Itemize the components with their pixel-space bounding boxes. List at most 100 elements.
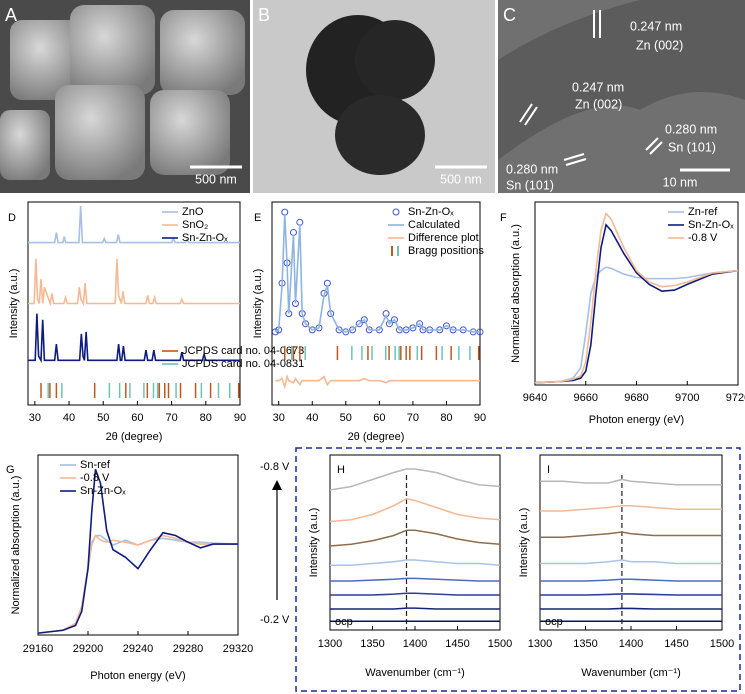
panel-label: H (337, 464, 345, 476)
panel-label: C (503, 5, 516, 25)
x-tick-label: 1450 (664, 638, 688, 650)
y-axis-label: Normalized absorption (a.u.) (510, 224, 522, 363)
data-point (335, 326, 343, 334)
data-point (409, 324, 417, 332)
x-axis-label: Photon energy (eV) (90, 670, 185, 682)
x-tick-label: 9680 (624, 392, 648, 404)
x-tick-label: 90 (474, 412, 486, 424)
x-tick-label: 29240 (123, 643, 154, 655)
x-tick-label: 90 (234, 412, 246, 424)
series-line (275, 373, 480, 390)
x-tick-label: 80 (200, 412, 212, 424)
micrograph-a: A 500 nm (0, 0, 250, 193)
y-axis-label: Normalized absorption (a.u.) (10, 476, 22, 615)
legend-label: Calculated (408, 219, 460, 231)
data-point (442, 322, 450, 330)
x-tick-label: 40 (63, 412, 75, 424)
series-line (329, 529, 501, 547)
x-tick-label: 1350 (573, 638, 597, 650)
legend-label: JCPDS card no. 04-0673 (182, 345, 304, 357)
x-tick-label: 80 (440, 412, 452, 424)
series-line (330, 592, 500, 596)
x-tick-label: 30 (29, 412, 41, 424)
lattice-plane: Sn (101) (668, 140, 716, 154)
plot-frame (271, 201, 481, 406)
scale-label: 500 nm (195, 172, 237, 186)
lattice-region (498, 0, 745, 160)
panel-label: G (6, 464, 15, 476)
legend-label: Sn-Zn-Oₓ (182, 232, 228, 244)
x-tick-label: 1350 (360, 638, 384, 650)
legend-label: ZnO (182, 206, 204, 218)
fringe (645, 137, 659, 151)
x-tick-label: 1450 (445, 638, 469, 650)
y-axis-label: Intensity (a.u.) (8, 269, 20, 339)
fringe (563, 153, 585, 161)
x-axis-label: 2θ (degree) (106, 431, 163, 443)
lattice-spacing: 0.247 nm (572, 80, 624, 94)
cube (0, 110, 50, 180)
series-line (330, 577, 500, 582)
series-line (329, 497, 501, 523)
series-line (540, 593, 722, 596)
x-tick-label: 9660 (574, 392, 598, 404)
legend-label: Bragg positions (408, 245, 484, 257)
annotation: ocp (335, 616, 353, 628)
series-line (28, 206, 240, 244)
annotation: ocp (545, 616, 563, 628)
x-tick-label: 29320 (223, 643, 254, 655)
x-tick-label: 50 (97, 412, 109, 424)
legend-label: Sn-Zn-Oₓ (688, 219, 734, 231)
x-tick-label: 29200 (73, 643, 104, 655)
series-line (534, 266, 739, 384)
x-tick-label: 60 (373, 412, 385, 424)
x-tick-label: 70 (407, 412, 419, 424)
x-axis-label: Wavenumber (cm⁻¹) (365, 667, 465, 679)
panel-label: F (500, 212, 507, 224)
x-axis-label: Photon energy (eV) (589, 414, 684, 426)
cube (70, 5, 155, 95)
fringe (524, 106, 538, 126)
data-point (349, 326, 357, 334)
arrow-head (272, 480, 282, 490)
series-line (274, 214, 480, 333)
series-line (37, 468, 238, 634)
fringe (519, 103, 533, 123)
data-point (342, 328, 350, 336)
legend-label: JCPDS card no. 04-0831 (182, 358, 304, 370)
x-tick-label: 29160 (23, 643, 54, 655)
x-tick-label: 9640 (523, 392, 547, 404)
series-line (540, 607, 722, 610)
x-tick-label: 50 (340, 412, 352, 424)
x-tick-label: 1300 (318, 638, 342, 650)
series-line (540, 504, 722, 512)
data-point (308, 326, 316, 334)
panel-label: I (547, 464, 550, 476)
legend-icon (392, 208, 400, 216)
panel-label: A (5, 5, 17, 25)
x-tick-label: 30 (273, 412, 285, 424)
y-axis-label: Intensity (a.u.) (252, 269, 264, 339)
series-line (540, 578, 722, 582)
x-tick-label: 9720 (726, 392, 745, 404)
panel-label: E (254, 212, 261, 224)
data-point (355, 320, 363, 328)
fringe (565, 158, 587, 166)
panel-label: B (258, 5, 270, 25)
lattice-plane: Zn (002) (636, 38, 683, 52)
x-tick-label: 60 (131, 412, 143, 424)
series-line (330, 607, 500, 610)
legend-label: Sn-Zn-Oₓ (80, 485, 126, 497)
legend-label: -0.8 V (80, 472, 110, 484)
group-frame (295, 447, 741, 692)
lattice-spacing: 0.247 nm (630, 19, 682, 33)
legend-label: -0.8 V (688, 232, 718, 244)
series-line (330, 559, 501, 567)
lattice-plane: Zn (002) (575, 97, 622, 111)
x-tick-label: 1500 (488, 638, 512, 650)
particle (355, 20, 435, 100)
series-line (534, 223, 739, 384)
lattice-spacing: 0.280 nm (506, 162, 558, 176)
data-point (302, 320, 310, 328)
panel-label: D (8, 212, 16, 224)
